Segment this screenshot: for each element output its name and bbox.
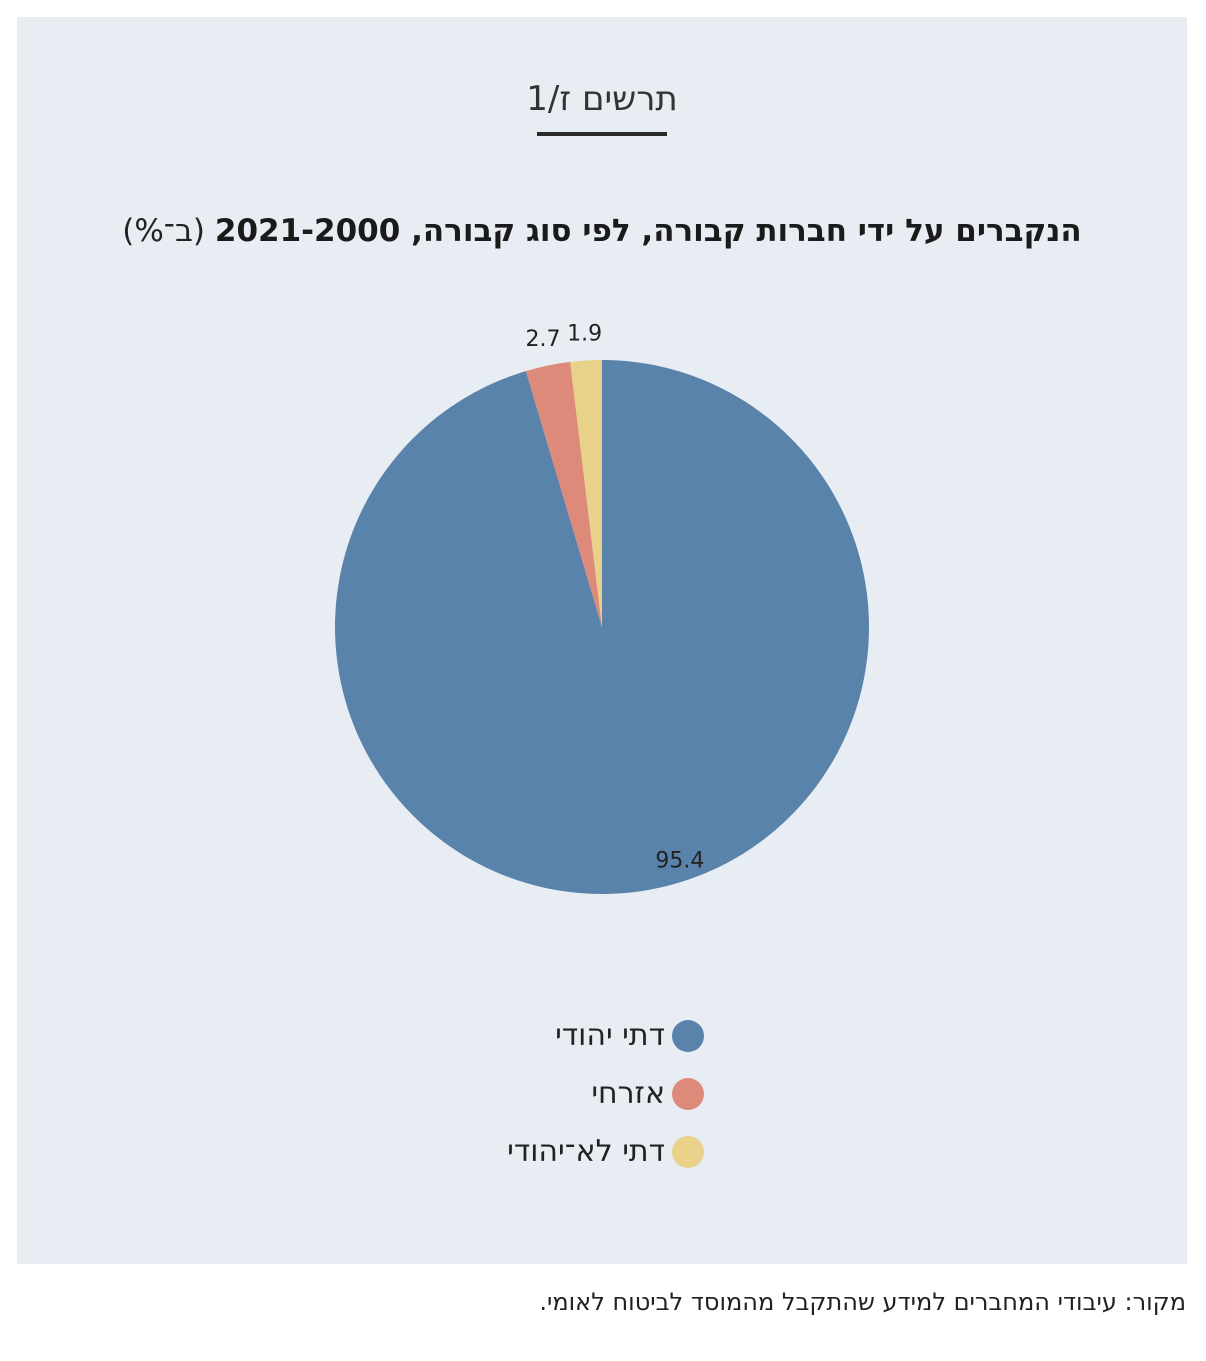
legend-item-jewish-religious: דתי יהודי bbox=[17, 1017, 1187, 1057]
legend-item-civil: אזרחי bbox=[17, 1075, 1187, 1115]
chart-unit: (ב־%) bbox=[122, 213, 206, 249]
legend-label: דתי יהודי bbox=[555, 1018, 665, 1053]
pie-slices bbox=[334, 360, 869, 894]
value-label-civil: 2.7 bbox=[525, 327, 560, 352]
legend-swatch bbox=[672, 1136, 704, 1168]
legend-label: דתי לא־יהודי bbox=[507, 1134, 665, 1169]
figure-label-underline bbox=[537, 132, 667, 136]
value-label-non-jewish-religious: 1.9 bbox=[567, 322, 602, 347]
figure-label: תרשים ז/1 bbox=[526, 79, 678, 119]
chart-title: הנקברים על ידי חברות קבורה, לפי סוג קבור… bbox=[214, 213, 1082, 249]
pie-value-labels: 95.4 2.7 1.9 bbox=[525, 322, 704, 874]
pie-slice-jewish-religious bbox=[334, 360, 869, 894]
pie-slice-civil bbox=[525, 361, 602, 627]
legend-swatch bbox=[672, 1078, 704, 1110]
legend-swatch bbox=[672, 1020, 704, 1052]
pie-chart: 95.4 2.7 1.9 bbox=[334, 322, 869, 894]
chart-title-line: הנקברים על ידי חברות קבורה, לפי סוג קבור… bbox=[17, 213, 1187, 249]
legend-label: אזרחי bbox=[591, 1076, 665, 1111]
chart-panel: תרשים ז/1 הנקברים על ידי חברות קבורה, לפ… bbox=[17, 17, 1187, 1264]
source-note: מקור: עיבודי המחברים למידע שהתקבל מהמוסד… bbox=[539, 1288, 1186, 1316]
value-label-jewish-religious: 95.4 bbox=[655, 849, 704, 874]
pie-slice-non-jewish-religious bbox=[570, 360, 602, 627]
legend-item-non-jewish-religious: דתי לא־יהודי bbox=[17, 1133, 1187, 1173]
